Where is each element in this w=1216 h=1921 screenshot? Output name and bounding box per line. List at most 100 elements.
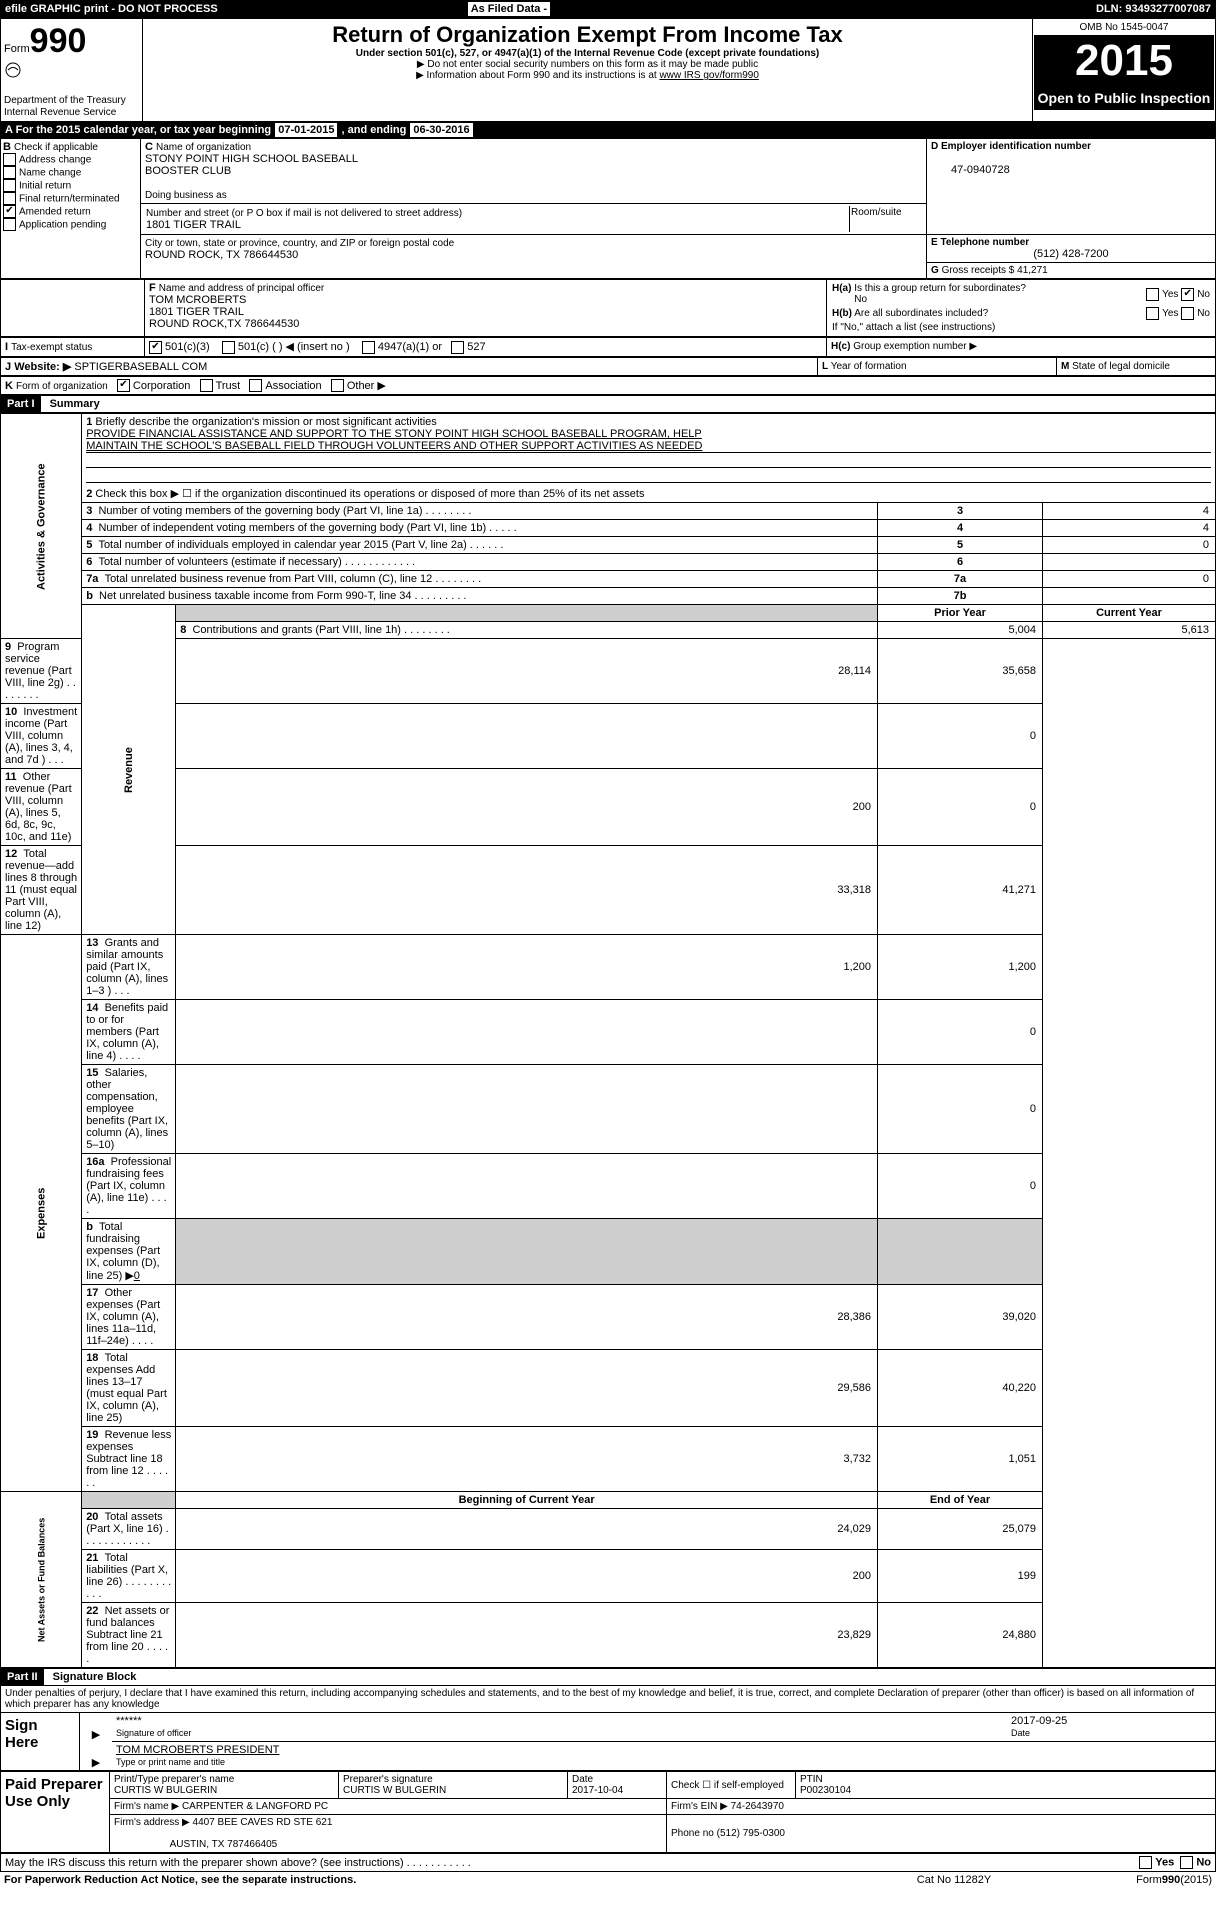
m-label: M (1061, 361, 1069, 372)
block-fh: F Name and address of principal officer … (0, 279, 1216, 337)
discuss-yes-checkbox[interactable] (1139, 1856, 1152, 1869)
k-label: K (5, 380, 13, 392)
amended-checkbox[interactable]: ✔ (3, 205, 16, 218)
hb-no2: No (1197, 308, 1210, 319)
eoy-val: 199 (878, 1550, 1043, 1603)
i-label: I (5, 341, 8, 353)
firm-ein-lbl: Firm's EIN ▶ (671, 1801, 728, 1812)
row-a: A For the 2015 calendar year, or tax yea… (0, 122, 1216, 138)
boy-val: 200 (176, 1550, 878, 1603)
k-trust-checkbox[interactable] (200, 379, 213, 392)
discuss-no-checkbox[interactable] (1180, 1856, 1193, 1869)
cat-no: Cat No 11282Y (850, 1872, 1058, 1888)
ha-no-checkbox[interactable]: ✔ (1181, 288, 1194, 301)
line-num: 16a (86, 1156, 104, 1168)
type-lbl: Type or print name and title (116, 1757, 225, 1767)
line-num: 14 (86, 1002, 98, 1014)
f-name: TOM MCROBERTS (149, 294, 246, 306)
sig-lbl: Signature of officer (116, 1728, 191, 1738)
k-other-checkbox[interactable] (331, 379, 344, 392)
mission1: PROVIDE FINANCIAL ASSISTANCE AND SUPPORT… (86, 428, 702, 440)
line-box: 3 (878, 503, 1043, 520)
k-assoc-checkbox[interactable] (249, 379, 262, 392)
app-pending-checkbox[interactable] (3, 218, 16, 231)
phone: (512) 428-7200 (931, 248, 1211, 260)
addr-change-checkbox[interactable] (3, 153, 16, 166)
m-text: State of legal domicile (1072, 361, 1170, 372)
hb-yes-checkbox[interactable] (1146, 307, 1159, 320)
form-note2-link[interactable]: www IRS gov/form990 (659, 70, 758, 81)
phone-lbl: Phone no (671, 1828, 714, 1839)
b-check: Check if applicable (14, 142, 98, 153)
footer: For Paperwork Reduction Act Notice, see … (0, 1872, 1216, 1888)
asfiled-box: As Filed Data - (467, 1, 551, 17)
i-501c-checkbox[interactable] (222, 341, 235, 354)
tab-revenue: Revenue (82, 605, 176, 935)
form-note2: ▶ Information about Form 990 and its ins… (416, 70, 659, 81)
prior-val (176, 1065, 878, 1154)
name-change-label: Name change (19, 167, 81, 178)
form-number: 990 (30, 22, 87, 60)
dln-label: DLN: (1096, 3, 1122, 15)
line-num: 8 (180, 624, 186, 636)
tab-governance: Activities & Governance (1, 414, 82, 639)
k-corp-checkbox[interactable]: ✔ (117, 379, 130, 392)
ptin: P00230104 (800, 1785, 851, 1796)
line-val: 0 (1043, 537, 1216, 554)
i-501c3-checkbox[interactable]: ✔ (149, 341, 162, 354)
line-text: Total assets (Part X, line 16) . . . . .… (86, 1511, 169, 1547)
footer-formno: 990 (1162, 1874, 1180, 1886)
initial-label: Initial return (19, 180, 71, 191)
prior-val: 1,200 (176, 935, 878, 1000)
line-num: 12 (5, 848, 17, 860)
l-label: L (822, 361, 828, 372)
hc-label: H(c) (831, 341, 850, 352)
line-num: 22 (86, 1605, 98, 1617)
line-val: 4 (1043, 503, 1216, 520)
sign-block: Sign Here ▶ ****** Signature of officer … (0, 1712, 1216, 1771)
k-trust: Trust (216, 380, 241, 392)
line-text: Net unrelated business taxable income fr… (99, 590, 466, 602)
hb-label: H(b) (832, 308, 852, 319)
prior-year-hdr: Prior Year (878, 605, 1043, 622)
line-num: 20 (86, 1511, 98, 1523)
prior-val: 5,004 (878, 622, 1043, 639)
f-text: Name and address of principal officer (159, 283, 324, 294)
l2-text: Check this box ▶ ☐ if the organization d… (95, 488, 644, 500)
line-num: 10 (5, 706, 17, 718)
i-4947-checkbox[interactable] (362, 341, 375, 354)
prep-name: CURTIS W BULGERIN (114, 1785, 217, 1796)
b-label: B (3, 141, 11, 153)
ha-yes-checkbox[interactable] (1146, 288, 1159, 301)
form-prefix: Form (4, 43, 30, 55)
line-text: Total number of volunteers (estimate if … (98, 556, 415, 568)
a-beg: 07-01-2015 (274, 122, 338, 138)
l-text: Year of formation (831, 361, 907, 372)
f-label: F (149, 282, 156, 294)
paid-preparer: Paid Preparer Use Only Print/Type prepar… (0, 1771, 1216, 1853)
name-change-checkbox[interactable] (3, 166, 16, 179)
hb-no-checkbox[interactable] (1181, 307, 1194, 320)
k-assoc: Association (265, 380, 321, 392)
line-val: 0 (1043, 571, 1216, 588)
tax-year: 2015 (1034, 36, 1214, 86)
initial-checkbox[interactable] (3, 179, 16, 192)
pra: For Paperwork Reduction Act Notice, see … (0, 1872, 850, 1888)
e-label: E Telephone number (931, 237, 1211, 248)
k-text: Form of organization (16, 381, 108, 392)
curr-val (878, 1219, 1043, 1285)
line-text: Total revenue—add lines 8 through 11 (mu… (5, 848, 77, 932)
omb-label: OMB No 1545-0047 (1034, 20, 1214, 36)
eoy-hdr: End of Year (878, 1492, 1043, 1509)
curr-year-hdr: Current Year (1043, 605, 1216, 622)
i-527: 527 (467, 341, 485, 353)
line-num: 21 (86, 1552, 98, 1564)
discuss-no: No (1196, 1857, 1211, 1869)
prep-date: 2017-10-04 (572, 1785, 623, 1796)
prior-val (176, 1000, 878, 1065)
i-527-checkbox[interactable] (451, 341, 464, 354)
final-checkbox[interactable] (3, 192, 16, 205)
line-text: Contributions and grants (Part VIII, lin… (192, 624, 449, 636)
f-city: ROUND ROCK,TX 786644530 (149, 318, 299, 330)
form-subtitle: Under section 501(c), 527, or 4947(a)(1)… (153, 48, 1022, 59)
